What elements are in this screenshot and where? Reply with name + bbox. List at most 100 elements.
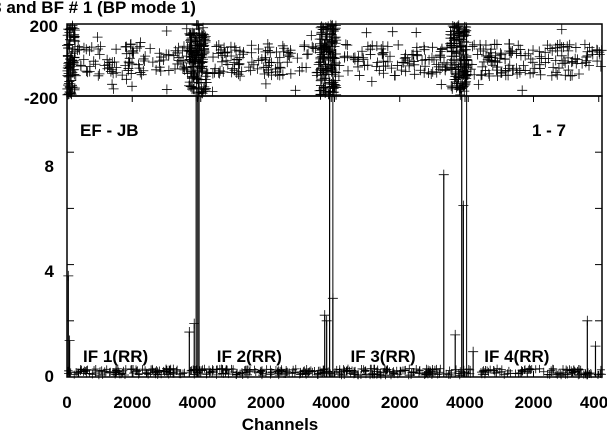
phase-point <box>348 52 359 63</box>
phase-point <box>75 61 86 72</box>
amp-point <box>337 368 346 377</box>
phase-point-dense <box>315 56 326 67</box>
phase-point <box>339 51 350 62</box>
phase-point <box>427 42 438 53</box>
phase-point <box>564 39 575 50</box>
amp-spike-point <box>64 335 75 346</box>
phase-point <box>472 49 483 60</box>
amp-point <box>357 364 366 373</box>
phase-point <box>92 32 103 43</box>
if-label: IF 2(RR) <box>217 347 282 366</box>
phase-point-dense <box>185 81 196 92</box>
amp-point <box>273 369 282 378</box>
phase-point-dense <box>458 55 469 66</box>
amp-point <box>243 365 252 374</box>
phase-point <box>483 52 494 63</box>
amp-point <box>77 365 86 374</box>
amp-point <box>493 364 502 373</box>
phase-point-dense <box>452 78 463 89</box>
phase-point-dense <box>451 76 462 87</box>
if-label: IF 3(RR) <box>351 347 416 366</box>
axis-ticks <box>66 96 602 378</box>
phase-point <box>424 54 435 65</box>
phase-point-dense <box>449 38 460 49</box>
amp-point <box>212 365 221 374</box>
phase-point <box>282 47 293 58</box>
phase-point <box>111 62 122 73</box>
phase-point <box>124 57 135 68</box>
amp-point <box>360 367 369 376</box>
phase-point <box>580 57 591 68</box>
phase-point <box>178 41 189 52</box>
phase-point <box>475 43 486 54</box>
amp-point <box>147 365 156 374</box>
phase-point <box>504 38 515 49</box>
phase-point <box>263 67 274 78</box>
phase-point <box>362 60 373 71</box>
amp-point <box>520 365 529 374</box>
phase-point <box>229 42 240 53</box>
amp-spike-point <box>319 310 330 321</box>
amp-point <box>476 368 485 377</box>
amp-point <box>163 369 172 378</box>
phase-point <box>536 53 547 64</box>
phase-point <box>253 43 264 54</box>
phase-point <box>517 85 528 96</box>
phase-point <box>540 47 551 58</box>
if-labels: IF 1(RR) IF 2(RR) IF 3(RR) IF 4(RR) <box>83 347 549 366</box>
phase-point <box>215 65 226 76</box>
phase-point <box>259 68 270 79</box>
if-label: IF 1(RR) <box>83 347 148 366</box>
phase-point <box>409 59 420 70</box>
phase-point <box>547 45 558 56</box>
phase-point <box>138 53 149 64</box>
amp-point <box>229 365 238 374</box>
phase-point <box>105 66 116 77</box>
x-tick-label: 2000 <box>247 393 285 412</box>
amp-point <box>266 365 275 374</box>
amp-point <box>366 364 375 373</box>
amp-point <box>186 366 195 375</box>
phase-point <box>155 65 166 76</box>
amp-point <box>506 369 515 378</box>
amp-point <box>110 368 119 377</box>
amp-point <box>305 367 314 376</box>
amp-point <box>388 368 397 377</box>
phase-point <box>277 40 288 51</box>
phase-point-dense <box>63 24 74 35</box>
phase-point-dense <box>64 88 75 99</box>
phase-point-dense <box>185 52 196 63</box>
phase-point <box>592 56 603 67</box>
phase-point <box>349 54 360 65</box>
phase-point <box>94 49 105 60</box>
phase-point <box>140 51 151 62</box>
phase-point-dense <box>456 41 467 52</box>
phase-point <box>484 52 495 63</box>
phase-point <box>554 39 565 50</box>
amp-ytick-label: 8 <box>45 157 54 176</box>
phase-point-dense <box>187 84 198 95</box>
amp-point <box>113 364 122 373</box>
phase-point <box>550 55 561 66</box>
phase-point <box>386 63 397 74</box>
phase-point-dense <box>455 72 466 83</box>
phase-point <box>229 65 240 76</box>
phase-point <box>434 51 445 62</box>
phase-point-dense <box>455 27 466 38</box>
phase-point <box>161 84 172 95</box>
phase-point <box>95 41 106 52</box>
phase-point <box>210 63 221 74</box>
phase-point-dense <box>196 83 207 94</box>
phase-point <box>135 67 146 78</box>
phase-point-dense <box>188 72 199 83</box>
phase-point <box>467 41 478 52</box>
phase-point <box>371 61 382 72</box>
phase-point <box>513 40 524 51</box>
phase-point <box>342 40 353 51</box>
amp-point <box>76 365 85 374</box>
x-tick-label: 2000 <box>381 393 419 412</box>
amp-point <box>218 365 227 374</box>
phase-point-dense <box>319 42 330 53</box>
amp-point <box>568 368 577 377</box>
